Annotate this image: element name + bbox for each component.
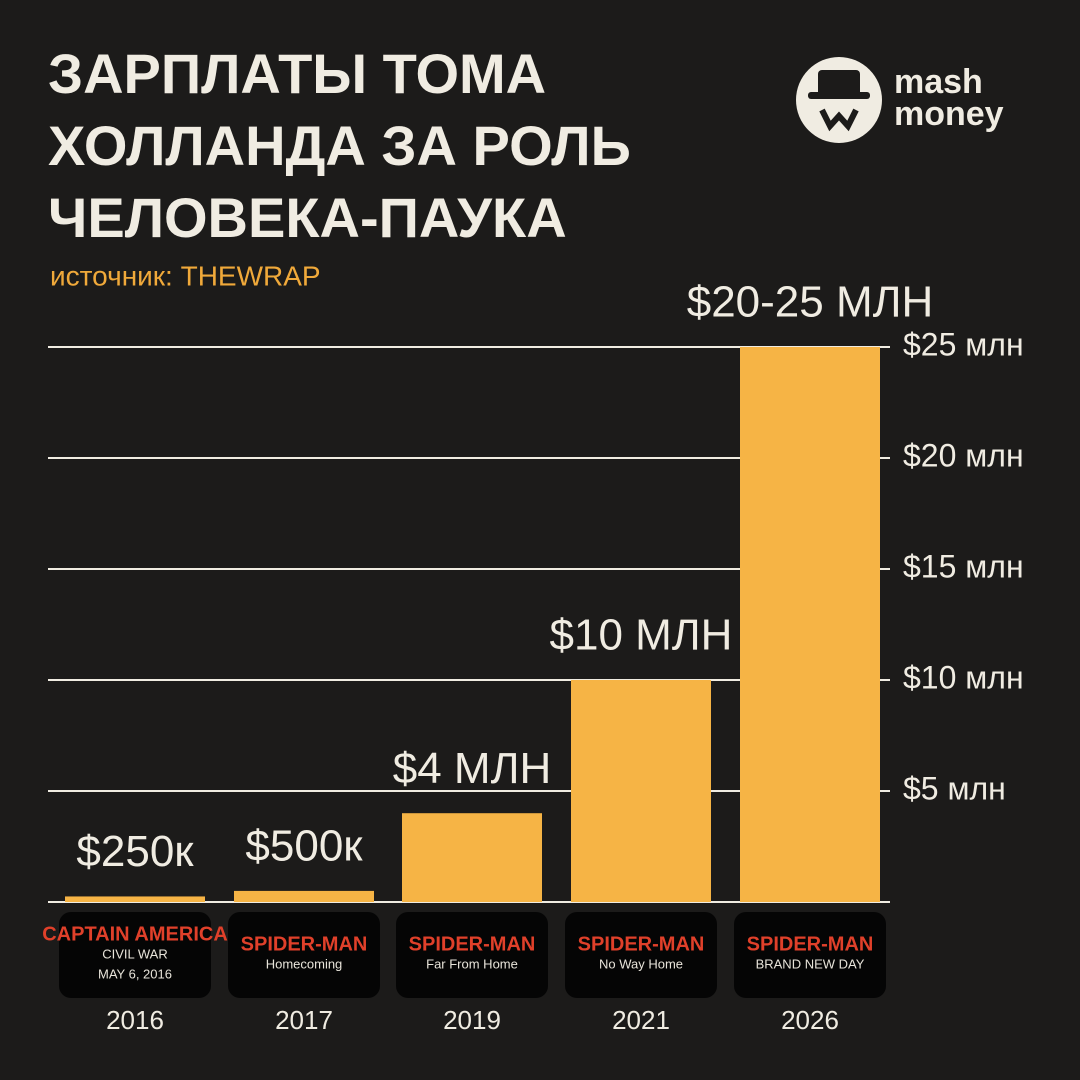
poster-text: CAPTAIN AMERICA <box>42 923 228 945</box>
y-tick-label: $5 млн <box>903 770 1006 806</box>
bar <box>234 890 374 902</box>
value-label: $10 МЛН <box>550 611 733 660</box>
poster-text: Far From Home <box>426 956 518 971</box>
poster-text: Homecoming <box>266 956 343 971</box>
y-tick-label: $20 млн <box>903 437 1024 473</box>
chart-subtitle: источник: THEWRAP <box>50 260 321 291</box>
y-tick-label: $25 млн <box>903 326 1024 362</box>
bar <box>571 680 711 902</box>
value-label: $250к <box>76 827 194 876</box>
value-label: $500к <box>245 822 363 871</box>
bar <box>402 813 542 902</box>
chart-title: ХОЛЛАНДА ЗА РОЛЬ <box>48 114 631 177</box>
poster-bg <box>565 912 717 998</box>
poster-bg <box>228 912 380 998</box>
bar <box>65 896 205 902</box>
logo-hat-brim <box>808 92 870 99</box>
x-tick-label: 2021 <box>612 1005 670 1035</box>
logo-icon <box>796 57 882 143</box>
poster-bg <box>396 912 548 998</box>
y-tick-label: $10 млн <box>903 659 1024 695</box>
x-tick-label: 2017 <box>275 1005 333 1035</box>
logo-text: mash <box>894 63 983 101</box>
y-tick-label: $15 млн <box>903 548 1024 584</box>
poster-text: SPIDER-MAN <box>409 933 536 955</box>
poster-text: MAY 6, 2016 <box>98 966 172 981</box>
poster-text: SPIDER-MAN <box>578 933 705 955</box>
poster-text: BRAND NEW DAY <box>756 956 865 971</box>
logo-text: money <box>894 95 1004 133</box>
value-label: $4 МЛН <box>393 744 551 793</box>
logo: mash money <box>796 57 1004 143</box>
chart-title: ЧЕЛОВЕКА-ПАУКА <box>48 186 567 249</box>
poster-bg <box>734 912 886 998</box>
bar <box>740 347 880 902</box>
poster-text: SPIDER-MAN <box>747 933 874 955</box>
chart-title: ЗАРПЛАТЫ ТОМА <box>48 42 546 105</box>
x-tick-label: 2019 <box>443 1005 501 1035</box>
logo-mustache <box>819 108 859 132</box>
logo-hat <box>818 70 860 96</box>
poster-text: No Way Home <box>599 956 683 971</box>
poster-text: SPIDER-MAN <box>241 933 368 955</box>
x-tick-label: 2016 <box>106 1005 164 1035</box>
poster-bg <box>59 912 211 998</box>
poster-text: CIVIL WAR <box>102 946 168 961</box>
value-label: $20-25 МЛН <box>687 278 934 327</box>
x-tick-label: 2026 <box>781 1005 839 1035</box>
